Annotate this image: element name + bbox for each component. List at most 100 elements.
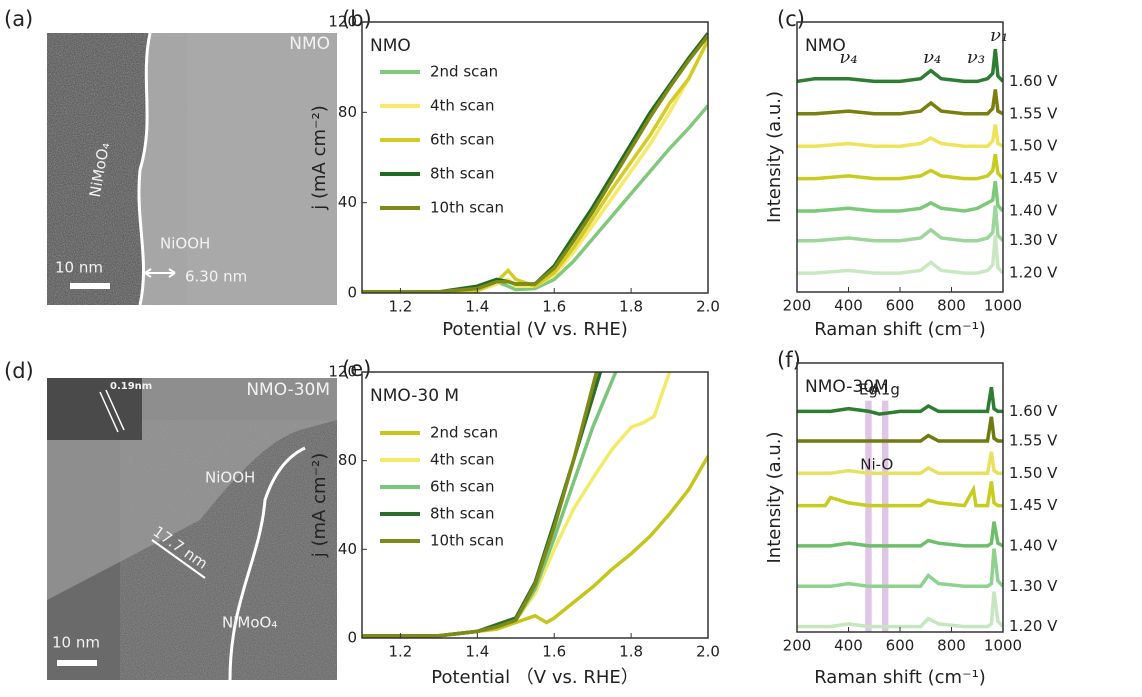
legend-label: 8th scan xyxy=(430,505,494,523)
band-label: Ni-O xyxy=(860,456,893,474)
series-label: 1.60 V xyxy=(1009,402,1058,420)
scale-bar xyxy=(57,660,97,666)
lattice-texture xyxy=(47,33,187,305)
plot: (e) 2nd scan 4th scan 6th scan 8th scan 10th … xyxy=(309,357,720,688)
panel-label: (f) xyxy=(777,348,801,372)
axes-frame xyxy=(361,21,709,294)
x-tick-label: 800 xyxy=(937,637,966,655)
band-label: Eg xyxy=(859,380,878,398)
series-label: 1.20 V xyxy=(1009,264,1058,282)
legend-label: 2nd scan xyxy=(430,63,498,81)
series-line xyxy=(797,548,1003,589)
series-line xyxy=(797,205,1003,243)
series-label: 1.45 V xyxy=(1009,496,1058,514)
plot: (b) 2nd scan 4th scan 6th scan 8th scan 10th … xyxy=(309,7,720,340)
peak-label: ν₁ xyxy=(990,25,1008,46)
series-label: 1.55 V xyxy=(1009,104,1058,122)
panel-label: (a) xyxy=(4,7,33,31)
y-tick-label: 0 xyxy=(347,629,357,647)
x-tick-label: 400 xyxy=(834,297,863,315)
series-line xyxy=(362,32,708,293)
x-tick-label: 2.0 xyxy=(696,298,720,316)
inset xyxy=(47,378,142,440)
x-tick-label: 400 xyxy=(834,637,863,655)
series-label: 1.30 V xyxy=(1009,577,1058,595)
interface-line xyxy=(137,32,152,306)
y-tick-label: 120 xyxy=(328,363,357,381)
series-line xyxy=(797,235,1003,275)
x-tick-label: 1000 xyxy=(984,297,1022,315)
series-line xyxy=(797,124,1003,148)
y-tick-label: 0 xyxy=(347,284,357,302)
series-line xyxy=(797,386,1003,416)
series-label: 1.20 V xyxy=(1009,617,1058,635)
peak-label: ν₃ xyxy=(967,47,985,68)
annotation: NMO-30M xyxy=(805,377,889,397)
phase-label: NiOOH xyxy=(160,235,210,253)
scale-bar xyxy=(70,283,110,289)
x-tick-label: 1.8 xyxy=(619,643,643,661)
arrow xyxy=(151,539,206,579)
thickness-label: 6.30 nm xyxy=(185,268,247,286)
series-label: 1.50 V xyxy=(1009,137,1058,155)
y-tick-label: 40 xyxy=(338,540,357,558)
series-line xyxy=(362,372,599,638)
band xyxy=(881,400,889,632)
panel-label: (b) xyxy=(342,7,372,31)
legend-label: 8th scan xyxy=(430,165,494,183)
series-line xyxy=(797,181,1003,213)
y-axis-label: j (mA cm⁻²) xyxy=(309,453,330,558)
lattice-texture xyxy=(120,420,337,680)
x-tick-label: 1.4 xyxy=(465,298,489,316)
series-line xyxy=(797,48,1003,84)
x-tick-label: 2.0 xyxy=(696,643,720,661)
lattice-label: 0.19nm xyxy=(110,381,152,392)
x-axis-label: Raman shift (cm⁻¹) xyxy=(814,667,986,688)
x-tick-label: 1.4 xyxy=(465,643,489,661)
band-label: A1g xyxy=(871,380,900,398)
tem-image-d: (d) NMO-30M 0.19nm NiOOH NiMoO₄ 17.7 nm … xyxy=(4,359,337,681)
series-line xyxy=(797,591,1003,629)
x-tick-label: 1.2 xyxy=(389,298,413,316)
x-axis-label: Potential （V vs. RHE） xyxy=(431,667,639,688)
scale-label: 10 nm xyxy=(52,634,100,652)
series-label: 1.40 V xyxy=(1009,202,1058,220)
tem-image-a: (a) NMO NiMoO₄ NiOOH 10 nm 6.30 nm xyxy=(4,7,337,306)
scale-label: 10 nm xyxy=(55,259,103,277)
series-label: 1.40 V xyxy=(1009,536,1058,554)
lattice-fringes xyxy=(99,389,125,433)
axes-frame xyxy=(796,362,1004,633)
axes-frame xyxy=(361,371,709,639)
legend-label: 6th scan xyxy=(430,131,494,149)
y-tick-label: 40 xyxy=(338,193,357,211)
arrow xyxy=(144,268,176,278)
series-label: 1.50 V xyxy=(1009,464,1058,482)
panel-label: (d) xyxy=(4,359,34,383)
plot: (c) 1.60 V 1.55 V 1.50 V 1.45 V 1.40 V 1.30 V 1… xyxy=(764,7,1058,340)
legend-label: 2nd scan xyxy=(430,424,498,442)
peak-label: ν₄ xyxy=(839,47,857,68)
y-tick-label: 80 xyxy=(338,103,357,121)
phase-label: NiMoO₄ xyxy=(222,614,277,632)
series-label: 1.30 V xyxy=(1009,231,1058,249)
legend-label: 4th scan xyxy=(430,97,494,115)
series-line xyxy=(797,416,1003,443)
y-tick-label: 80 xyxy=(338,451,357,469)
sample-label: NMO-30M xyxy=(246,380,330,400)
legend-label: 6th scan xyxy=(430,478,494,496)
x-tick-label: 600 xyxy=(886,637,915,655)
band xyxy=(865,400,872,632)
y-tick-label: 120 xyxy=(328,13,357,31)
y-axis-label: Intensity (a.u.) xyxy=(764,91,785,223)
legend-label: 10th scan xyxy=(430,199,504,217)
x-tick-label: 1.8 xyxy=(619,298,643,316)
phase-label: NiOOH xyxy=(205,469,255,487)
series-line xyxy=(797,521,1003,548)
legend-label: 10th scan xyxy=(430,532,504,550)
x-axis-label: Raman shift (cm⁻¹) xyxy=(814,319,986,340)
annotation: NMO xyxy=(805,36,846,56)
x-tick-label: 200 xyxy=(783,637,812,655)
legend-label: 4th scan xyxy=(430,451,494,469)
y-axis-label: j (mA cm⁻²) xyxy=(309,105,330,210)
